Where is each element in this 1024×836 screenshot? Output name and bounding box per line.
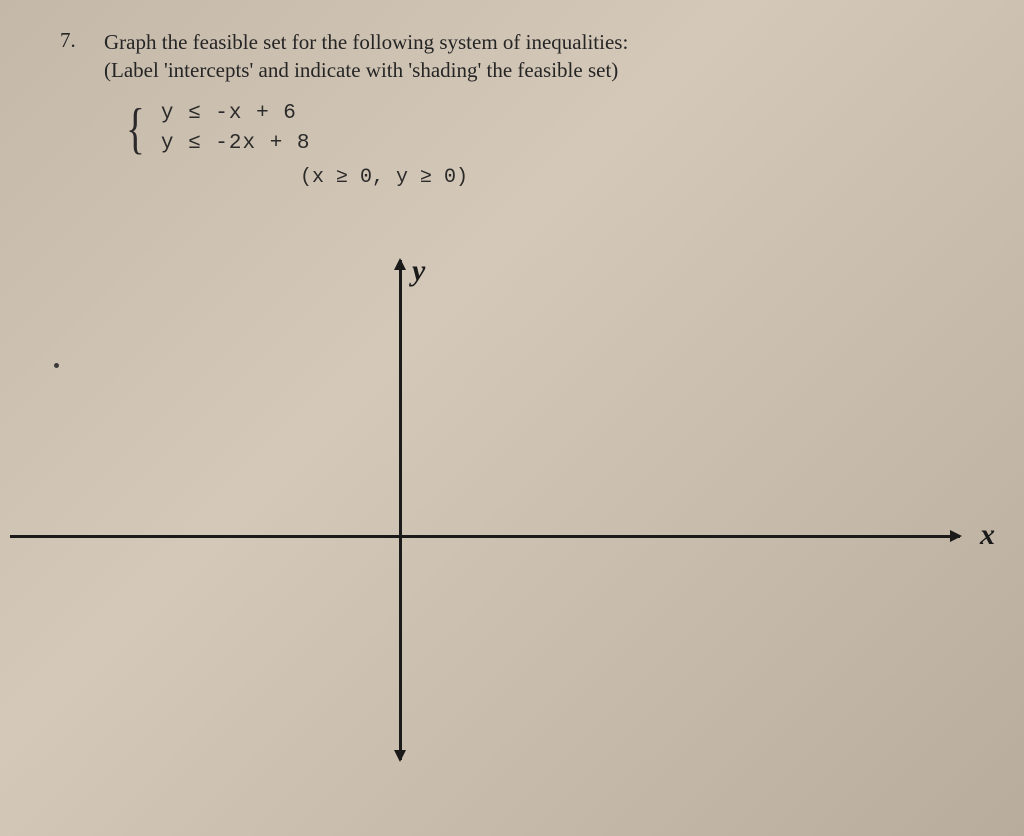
constraints: (x ≥ 0, y ≥ 0) (300, 166, 964, 189)
x-axis-label: x (980, 518, 995, 552)
x-axis (10, 535, 960, 538)
stray-dot (54, 363, 59, 368)
graph-area: y x (0, 260, 1024, 836)
problem-text: Graph the feasible set for the following… (104, 28, 628, 85)
y-axis-label: y (412, 254, 425, 288)
inequality-2: y ≤ -2x + 8 (161, 129, 311, 159)
problem-line-2: (Label 'intercepts' and indicate with 's… (104, 56, 628, 84)
inequality-system: { y ≤ -x + 6 y ≤ -2x + 8 (122, 99, 964, 160)
y-axis (399, 260, 402, 760)
inequality-1: y ≤ -x + 6 (161, 99, 311, 129)
inequalities: y ≤ -x + 6 y ≤ -2x + 8 (161, 99, 311, 160)
system-brace-icon: { (126, 104, 145, 154)
problem-line-1: Graph the feasible set for the following… (104, 28, 628, 56)
problem-number: 7. (60, 28, 86, 53)
problem-header: 7. Graph the feasible set for the follow… (60, 28, 964, 85)
